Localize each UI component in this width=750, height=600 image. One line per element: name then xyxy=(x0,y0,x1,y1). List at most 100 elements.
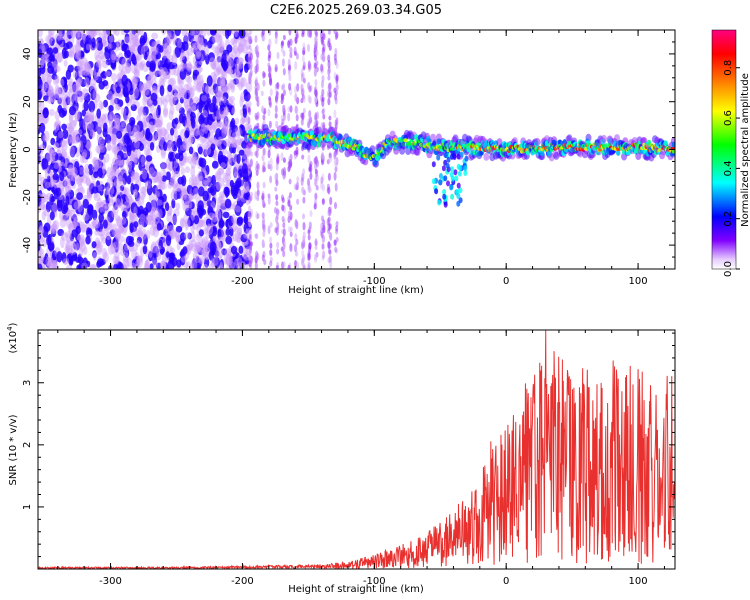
heatmap-cell xyxy=(76,175,83,187)
heatmap-cell xyxy=(75,43,82,55)
heatmap-cell xyxy=(83,168,90,179)
heatmap-cell xyxy=(85,141,92,150)
heatmap-cell xyxy=(169,30,175,40)
heatmap-cell xyxy=(203,38,208,48)
heatmap-cell xyxy=(107,193,114,203)
heatmap-cell xyxy=(209,241,217,254)
heatmap-cell xyxy=(208,102,216,113)
heatmap-cell xyxy=(237,228,242,239)
heatmap-cell xyxy=(205,218,212,227)
heatmap-cell xyxy=(40,176,46,184)
heatmap-cell xyxy=(268,38,272,47)
heatmap-cell xyxy=(335,236,339,243)
heatmap-cell xyxy=(172,85,180,93)
heatmap-cell xyxy=(289,38,293,46)
heatmap-cell xyxy=(163,43,168,56)
heatmap-cell xyxy=(261,164,265,173)
heatmap-cell xyxy=(267,149,271,159)
heatmap-cell xyxy=(72,81,77,93)
heatmap-cell xyxy=(110,41,117,51)
heatmap-cell xyxy=(464,155,469,162)
heatmap-cell xyxy=(107,210,115,223)
heatmap-cell xyxy=(215,172,221,183)
heatmap-cell xyxy=(227,103,233,111)
heatmap-cell xyxy=(269,236,273,244)
heatmap-cell xyxy=(314,96,318,105)
heatmap-cell xyxy=(60,139,67,148)
heatmap-cell xyxy=(315,185,319,191)
heatmap-cell xyxy=(84,115,91,123)
heatmap-cell xyxy=(91,68,97,76)
heatmap-cell xyxy=(167,30,172,39)
heatmap-cell xyxy=(203,257,210,268)
heatmap-cell xyxy=(68,81,74,93)
heatmap-cell xyxy=(72,218,78,229)
heatmap-cell xyxy=(47,86,55,98)
heatmap-cell xyxy=(202,190,210,202)
heatmap-cell xyxy=(288,82,292,91)
heatmap-cell xyxy=(178,85,184,92)
heatmap-cell xyxy=(301,186,305,195)
heatmap-cell xyxy=(239,124,244,131)
heatmap-cell xyxy=(446,156,451,163)
heatmap-cell xyxy=(328,231,332,239)
heatmap-cell xyxy=(334,32,338,41)
heatmap-cell xyxy=(75,256,80,263)
heatmap-cell xyxy=(191,103,198,111)
heatmap-cell xyxy=(149,225,156,237)
heatmap-cell xyxy=(88,128,93,140)
snr-ytick-label: 2 xyxy=(22,442,33,448)
heatmap-cell xyxy=(312,140,317,147)
heatmap-cell xyxy=(176,69,181,79)
heatmap-cell xyxy=(122,172,128,185)
spectrogram-xtick-label: -300 xyxy=(99,276,122,287)
heatmap-cell xyxy=(98,207,106,215)
heatmap-cell xyxy=(161,67,168,76)
heatmap-cell xyxy=(87,30,95,39)
heatmap-cell xyxy=(79,237,86,248)
heatmap-cell xyxy=(185,218,191,228)
heatmap-cell xyxy=(157,179,163,189)
heatmap-cell xyxy=(296,82,300,92)
heatmap-cell xyxy=(158,66,165,76)
heatmap-cell xyxy=(126,59,132,68)
heatmap-cell xyxy=(78,64,83,76)
heatmap-cell xyxy=(431,178,436,185)
heatmap-cell xyxy=(73,51,80,59)
heatmap-cell xyxy=(150,199,158,212)
heatmap-cell xyxy=(59,78,65,87)
heatmap-cell xyxy=(194,128,201,140)
heatmap-cell xyxy=(104,186,110,196)
heatmap-cell xyxy=(201,123,207,132)
heatmap-cell xyxy=(313,86,317,96)
heatmap-cell xyxy=(128,87,134,96)
colorbar-label: Normalized spectral amplitude xyxy=(740,73,750,227)
heatmap-cell xyxy=(47,30,53,37)
heatmap-cell xyxy=(179,68,187,80)
heatmap-cell xyxy=(274,186,278,192)
heatmap-cell xyxy=(159,248,165,255)
heatmap-cell xyxy=(255,114,259,121)
heatmap-cell xyxy=(131,171,136,180)
heatmap-cell xyxy=(101,35,107,47)
heatmap-cell xyxy=(46,175,51,185)
heatmap-cell xyxy=(38,30,43,38)
heatmap-cell xyxy=(82,198,89,209)
heatmap-cell xyxy=(218,121,225,129)
heatmap-cell xyxy=(261,192,265,200)
heatmap-cell xyxy=(85,178,91,187)
heatmap-cell xyxy=(221,126,227,138)
heatmap-cell xyxy=(267,108,271,117)
heatmap-cell xyxy=(159,180,165,191)
heatmap-cell xyxy=(57,30,63,37)
heatmap-cell xyxy=(152,83,158,91)
heatmap-cell xyxy=(146,214,154,222)
heatmap-cell xyxy=(160,94,165,105)
heatmap-cell xyxy=(287,161,291,167)
heatmap-cell xyxy=(131,249,138,260)
heatmap-cell xyxy=(53,121,61,128)
heatmap-cell xyxy=(181,41,189,52)
heatmap-cell xyxy=(94,61,99,74)
heatmap-cell xyxy=(122,147,128,159)
heatmap-cell xyxy=(307,30,310,34)
